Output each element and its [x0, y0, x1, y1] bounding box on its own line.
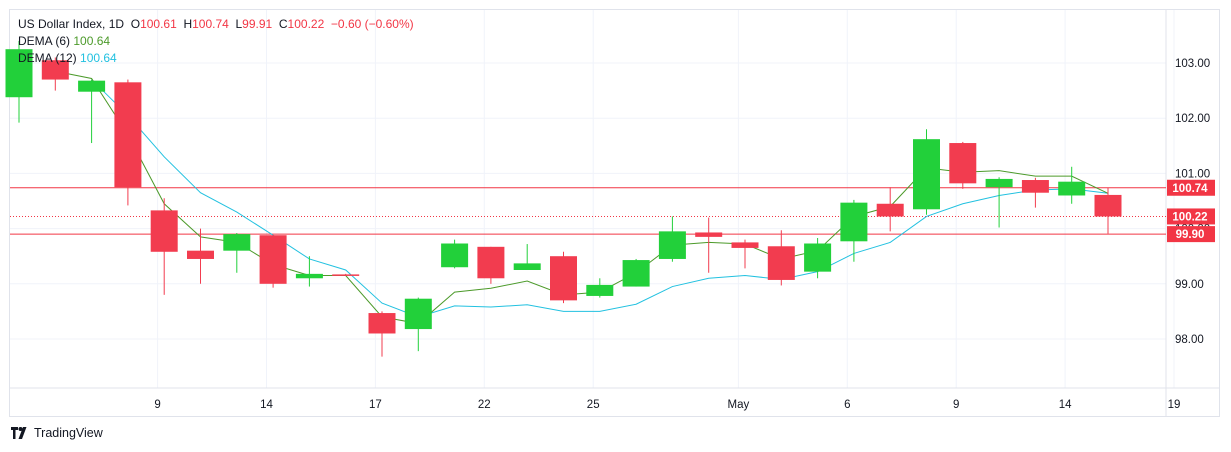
last-price-badge	[1167, 208, 1215, 225]
legend-dema6-label: DEMA (6)	[18, 34, 71, 48]
candle-body	[622, 260, 650, 287]
candle-body	[78, 80, 106, 92]
candle-body	[295, 273, 323, 279]
candle-body	[985, 178, 1013, 188]
x-tick-label: 14	[1059, 399, 1072, 411]
candle-body	[187, 250, 214, 259]
y-tick-label: 102.00	[1175, 113, 1210, 125]
chart-legend: US Dollar Index, 1D O100.61 H100.74 L99.…	[18, 16, 414, 67]
legend-symbol[interactable]: US Dollar Index, 1D	[18, 17, 125, 31]
legend-dema6-value: 100.64	[73, 34, 111, 48]
legend-low-label: L	[235, 17, 243, 31]
candle-body	[114, 82, 142, 188]
candle-body	[1058, 181, 1086, 196]
legend-dema12-label: DEMA (12)	[18, 51, 77, 65]
candle-body	[658, 231, 686, 259]
candle-body	[550, 256, 577, 301]
dema6-line	[55, 70, 1109, 325]
candle-body	[223, 234, 251, 251]
y-tick-label: 99.00	[1175, 279, 1204, 291]
price-level-badge	[1167, 226, 1215, 243]
price-level-label: 99.90	[1176, 229, 1205, 241]
tradingview-footer[interactable]: TradingView	[10, 426, 103, 440]
dema12-line	[91, 79, 1109, 318]
candle-body	[332, 274, 360, 276]
candle-body	[840, 202, 868, 242]
candle-body	[368, 313, 396, 334]
candle-body	[477, 246, 505, 279]
candle-body	[441, 243, 469, 268]
legend-ohlc-row: US Dollar Index, 1D O100.61 H100.74 L99.…	[18, 16, 414, 33]
x-tick-label: 17	[369, 399, 382, 411]
candle-body	[731, 242, 759, 248]
chart-frame	[9, 9, 1220, 417]
candle-body	[804, 243, 832, 272]
candle-body	[1094, 194, 1122, 217]
candle-body	[1021, 180, 1049, 193]
x-tick-label: 9	[154, 399, 160, 411]
candle-body	[404, 298, 432, 330]
candle-body	[876, 203, 904, 217]
candle-body	[41, 60, 69, 80]
price-level-label: 100.74	[1172, 183, 1208, 195]
last-price-label: 100.22	[1172, 211, 1207, 223]
legend-low-value: 99.91	[242, 17, 273, 31]
legend-open-label: O	[130, 17, 141, 31]
x-tick-label: 9	[953, 399, 959, 411]
legend-close-label: C	[278, 17, 288, 31]
candle-body	[5, 49, 33, 98]
candle-body	[949, 143, 977, 184]
tradingview-logo-icon	[11, 427, 27, 439]
legend-open-value: 100.61	[140, 17, 177, 31]
footer-brand: TradingView	[34, 426, 103, 440]
candle-body	[586, 284, 614, 296]
legend-close-value: 100.22	[287, 17, 325, 31]
y-tick-label: 103.00	[1175, 58, 1210, 70]
x-tick-label: 19	[1168, 399, 1181, 411]
x-tick-label: 6	[844, 399, 850, 411]
legend-dema12-row[interactable]: DEMA (12) 100.64	[18, 50, 414, 67]
legend-dema12-value: 100.64	[80, 51, 117, 65]
price-level-badge	[1167, 179, 1215, 196]
legend-dema6-row[interactable]: DEMA (6) 100.64	[18, 33, 414, 50]
y-tick-label: 101.00	[1175, 168, 1210, 180]
candle-body	[513, 263, 541, 270]
x-tick-label: 25	[587, 399, 600, 411]
x-tick-label: May	[728, 399, 750, 411]
x-tick-label: 22	[478, 399, 491, 411]
candle-body	[767, 246, 795, 280]
candle-body	[259, 235, 287, 284]
candle-body	[150, 210, 178, 252]
legend-high-label: H	[183, 17, 193, 31]
y-tick-label: 98.00	[1175, 334, 1204, 346]
x-tick-label: 14	[260, 399, 273, 411]
candle-body	[913, 139, 940, 210]
legend-change-value: −0.60 (−0.60%)	[330, 17, 414, 31]
candle-body	[695, 232, 723, 237]
legend-high-value: 100.74	[192, 17, 229, 31]
